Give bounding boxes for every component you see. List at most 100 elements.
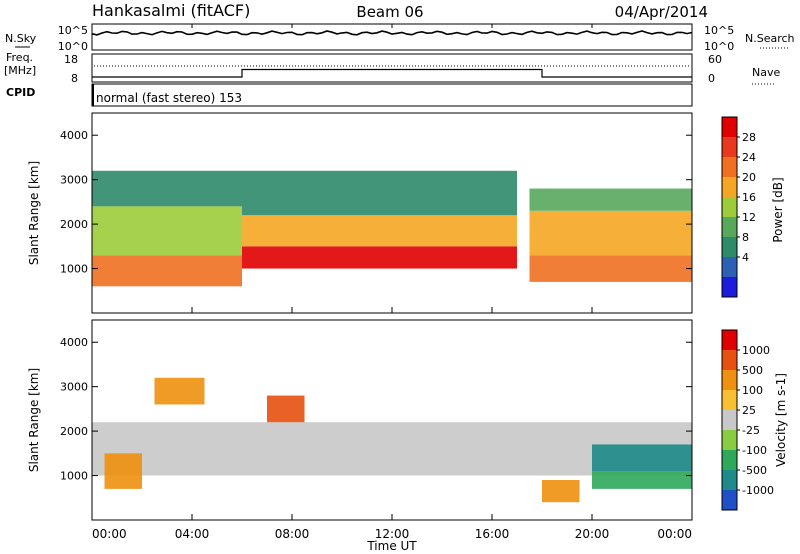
- freq-step-line: [92, 68, 692, 78]
- freq-label-2: [MHz]: [4, 64, 36, 77]
- x-axis-label: Time UT: [366, 539, 417, 553]
- powerMap-cell: [242, 170, 517, 216]
- colorbar-tick-label: 1000: [742, 344, 770, 357]
- velMap-cell: [592, 471, 692, 489]
- y-tick-label: 4000: [60, 336, 88, 349]
- y-tick-label: 1000: [60, 470, 88, 483]
- noise-tick-bottom: 10^0: [58, 40, 88, 53]
- y-tick-label: 1000: [60, 263, 88, 276]
- colorbar-tick-label: 100: [742, 384, 763, 397]
- colorbar-swatch: [722, 197, 737, 218]
- x-tick-label: 00:00: [92, 527, 127, 541]
- nave-tick-0: 0: [708, 72, 715, 85]
- colorbar-tick-label: -1000: [742, 484, 774, 497]
- y-tick-label: 3000: [60, 381, 88, 394]
- colorbar-swatch: [722, 117, 737, 138]
- date-title: 04/Apr/2014: [615, 3, 708, 21]
- colorbar-swatch: [722, 277, 737, 298]
- powerMap-cell: [92, 255, 242, 287]
- velMap-cell: [592, 444, 692, 472]
- powerMap-cell: [529, 255, 692, 282]
- powerMap-cell: [529, 188, 692, 211]
- velocity-colorbar-label: Velocity [m s-1]: [774, 373, 788, 467]
- station-title: Hankasalmi (fitACF): [92, 1, 250, 20]
- powerMap-cell: [92, 170, 242, 207]
- colorbar-swatch: [722, 217, 737, 238]
- x-tick-label: 16:00: [475, 527, 510, 541]
- colorbar-swatch: [722, 370, 737, 391]
- freq-frame: [91, 53, 693, 83]
- power-heatmap: [92, 170, 692, 287]
- colorbar-swatch: [722, 177, 737, 198]
- colorbar-tick-label: 24: [742, 151, 756, 164]
- x-tick-label: 20:00: [575, 527, 610, 541]
- noise-sky-trace: [91, 30, 693, 36]
- noise-tick-bottom-right: 10^0: [704, 40, 734, 53]
- colorbar-tick-label: 500: [742, 364, 763, 377]
- velocity-heatmap: [92, 377, 692, 503]
- colorbar-tick-label: -25: [742, 424, 760, 437]
- velocity-yticks: 4000 3000 2000 1000: [60, 336, 692, 483]
- y-tick-label: 3000: [60, 174, 88, 187]
- colorbar-tick-label: 20: [742, 171, 756, 184]
- cpid-label: CPID: [6, 86, 35, 99]
- noise-panel: N.Sky 10^5 10^0 10^5 10^0 N.Search: [5, 23, 795, 53]
- colorbar-swatch: [722, 450, 737, 471]
- powerMap-cell: [242, 215, 517, 247]
- colorbar-frame: [721, 116, 738, 298]
- velMap-cell: [154, 377, 205, 405]
- x-tick-label: 12:00: [375, 527, 410, 541]
- powerMap-cell: [529, 210, 692, 256]
- power-ylabel: Slant Range [km]: [27, 161, 41, 265]
- velocity-colorbar: 1000 500 100 25 -25 -100 -500 -1000: [721, 329, 774, 511]
- freq-tick-8: 8: [71, 72, 78, 85]
- colorbar-swatch: [722, 257, 737, 278]
- power-panel: 4000 3000 2000 1000 Slant Range [km] 28 24 20…: [27, 112, 785, 314]
- nave-label: Nave: [752, 66, 780, 79]
- velocity-frame: [91, 319, 693, 521]
- cpid-text: normal (fast stereo) 153: [96, 91, 242, 105]
- colorbar-swatch: [722, 237, 737, 258]
- freq-label-1: Freq.: [6, 51, 33, 64]
- x-tick-label: 08:00: [275, 527, 310, 541]
- y-tick-label: 2000: [60, 218, 88, 231]
- noise-right-label: N.Search: [745, 32, 795, 45]
- noise-tick-top-right: 10^5: [704, 24, 734, 37]
- colorbar-tick-label: 28: [742, 131, 756, 144]
- colorbar-swatch: [722, 430, 737, 451]
- colorbar-swatch: [722, 410, 737, 431]
- freq-panel: Freq. [MHz] 18 8 60 0 Nave CPID: [4, 51, 780, 99]
- colorbar-tick-label: 25: [742, 404, 756, 417]
- colorbar-tick-label: 12: [742, 211, 756, 224]
- noise-left-label: N.Sky: [5, 32, 37, 45]
- x-tick-label: 04:00: [175, 527, 210, 541]
- colorbar-swatch: [722, 390, 737, 411]
- velocity-panel: 4000 3000 2000 1000 Slant Range [km] 1000 50…: [27, 319, 788, 521]
- powerMap-cell: [92, 206, 242, 256]
- colorbar-frame: [721, 329, 738, 511]
- velocity-ylabel: Slant Range [km]: [27, 368, 41, 472]
- colorbar-swatch: [722, 470, 737, 491]
- noise-sky-line: [91, 30, 693, 36]
- colorbar-tick-label: 8: [742, 231, 749, 244]
- colorbar-tick-label: -500: [742, 464, 767, 477]
- beam-title: Beam 06: [356, 3, 423, 21]
- colorbar-tick-label: 4: [742, 251, 749, 264]
- colorbar-tick-label: 16: [742, 191, 756, 204]
- nave-tick-60: 60: [708, 53, 722, 66]
- colorbar-swatch: [722, 490, 737, 511]
- velMap-cell: [542, 480, 580, 503]
- velMap-cell: [267, 395, 305, 423]
- colorbar-swatch: [722, 137, 737, 158]
- powerMap-cell: [242, 246, 517, 269]
- y-tick-label: 4000: [60, 129, 88, 142]
- power-colorbar: 28 24 20 16 12 8 4: [721, 116, 756, 298]
- y-tick-label: 2000: [60, 425, 88, 438]
- power-colorbar-label: Power [dB]: [771, 177, 785, 242]
- x-axis: 00:00 04:00 08:00 12:00 16:00 20:00 00:00: [91, 24, 693, 541]
- colorbar-swatch: [722, 330, 737, 351]
- noise-tick-top: 10^5: [58, 24, 88, 37]
- colorbar-swatch: [722, 157, 737, 178]
- x-tick-label: 00:00: [657, 527, 692, 541]
